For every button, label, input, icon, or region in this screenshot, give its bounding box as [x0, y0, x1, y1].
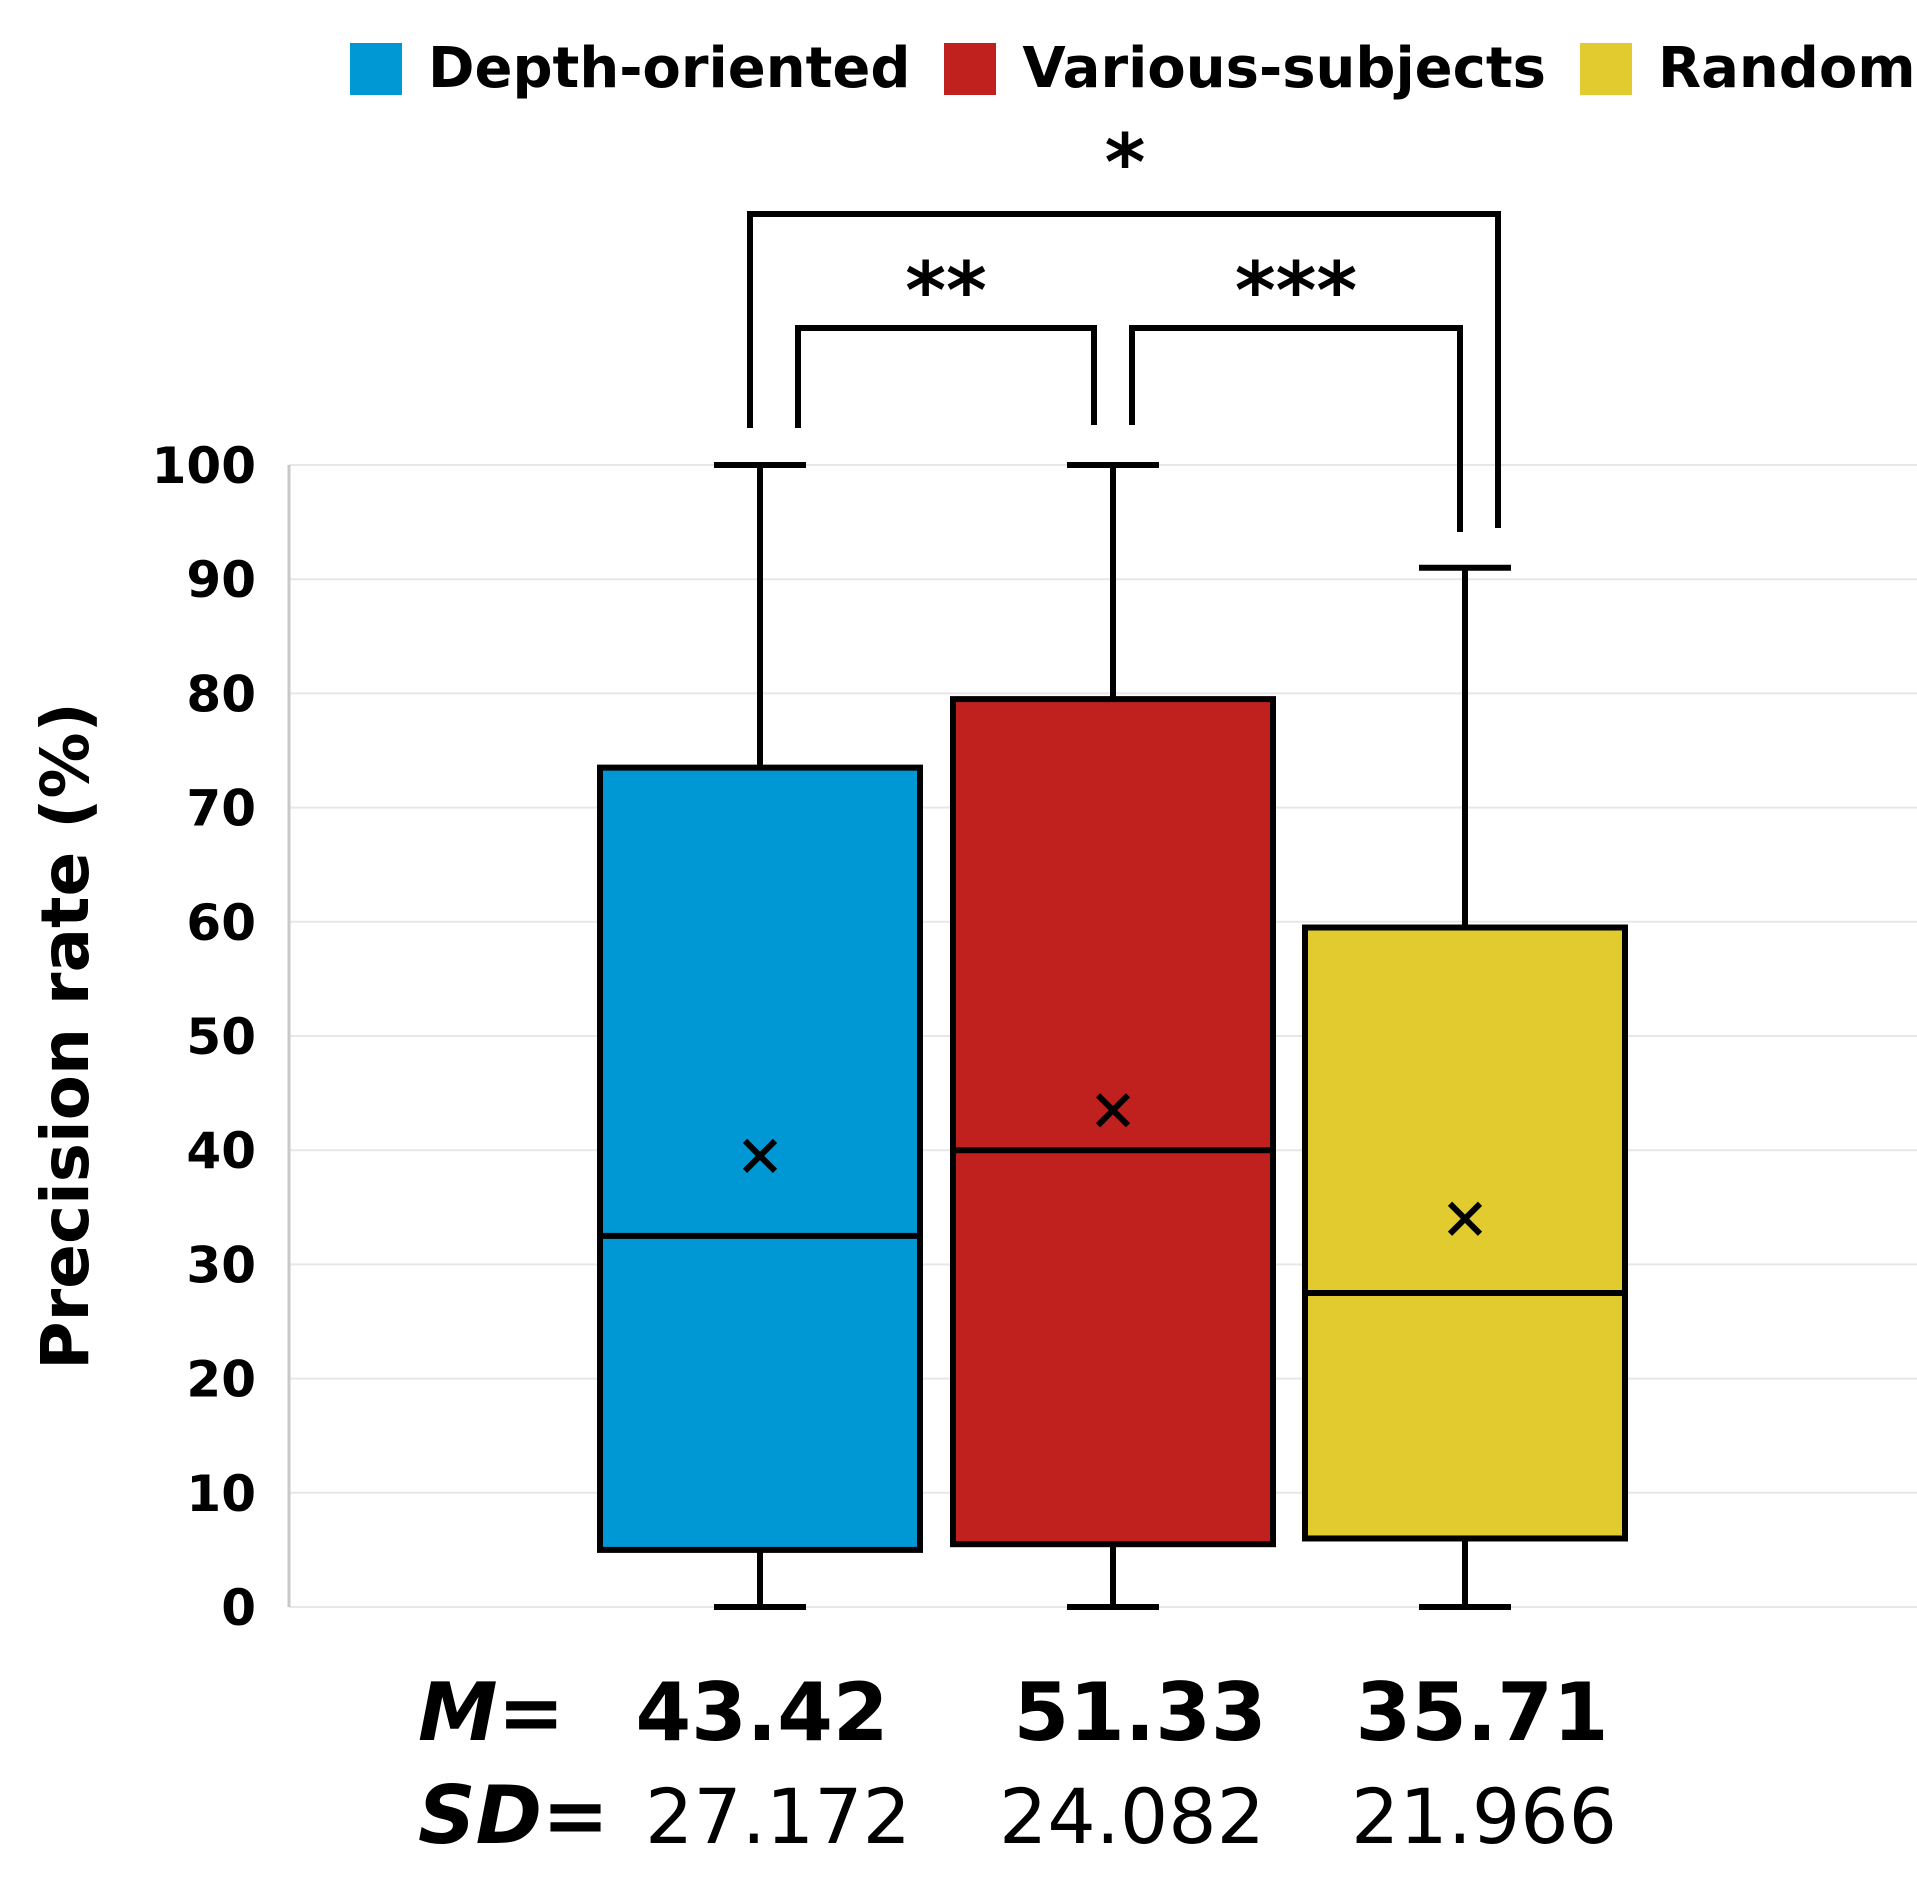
significance-bracket-2-line — [795, 325, 1097, 428]
significance-brackets: *** *** — [747, 119, 1501, 532]
y-axis-label: Precision rate (%) — [27, 702, 104, 1369]
box-body-various-subjects — [950, 696, 1276, 1548]
y-tick-100: 100 — [152, 437, 256, 495]
y-tick-60: 60 — [186, 894, 256, 952]
significance-bracket-1-label: * — [1105, 119, 1146, 209]
significance-bracket-1: * — [747, 119, 1501, 528]
y-tick-30: 30 — [186, 1236, 256, 1294]
legend-item-random: Random — [1579, 36, 1916, 101]
legend-label-various-subjects: Various-subjects — [1022, 36, 1546, 101]
legend-swatch-random — [1579, 42, 1632, 95]
y-tick-0: 0 — [221, 1579, 256, 1637]
box-various-subjects — [950, 462, 1276, 1610]
y-tick-40: 40 — [186, 1122, 256, 1180]
box-body-random — [1302, 924, 1628, 1542]
legend-label-random: Random — [1657, 36, 1916, 101]
mean-marker-various-subjects — [1095, 1093, 1131, 1128]
stats-table: M= SD= 43.42 51.33 35.71 27.172 24.082 2… — [418, 1666, 1617, 1862]
legend-item-various-subjects: Various-subjects — [944, 36, 1546, 101]
mean-marker-random — [1447, 1201, 1483, 1236]
y-tick-50: 50 — [186, 1008, 256, 1066]
y-tick-70: 70 — [186, 780, 256, 838]
box-depth-oriented — [597, 462, 923, 1610]
legend-swatch-various-subjects — [944, 42, 997, 95]
legend-label-depth-oriented: Depth-oriented — [428, 36, 911, 101]
legend: Depth-oriented Various-subjects Random — [350, 36, 1917, 101]
y-tick-90: 90 — [186, 551, 256, 609]
legend-swatch-depth-oriented — [350, 42, 402, 95]
significance-bracket-3-line — [1129, 325, 1463, 532]
sd-value-various-subjects: 24.082 — [999, 1772, 1265, 1861]
sd-value-depth-oriented: 27.172 — [645, 1772, 911, 1861]
significance-bracket-1-line — [747, 211, 1501, 528]
significance-bracket-3: *** — [1129, 247, 1463, 532]
y-tick-labels: 0 10 20 30 40 50 60 70 80 90 100 — [152, 437, 256, 1637]
significance-bracket-2-label: ** — [905, 247, 987, 337]
sd-label: SD= — [418, 1769, 609, 1862]
y-tick-20: 20 — [186, 1351, 256, 1409]
mean-label: M= — [418, 1666, 565, 1759]
legend-item-depth-oriented: Depth-oriented — [350, 36, 910, 101]
mean-value-various-subjects: 51.33 — [1013, 1666, 1266, 1759]
significance-bracket-3-label: *** — [1235, 247, 1357, 337]
y-tick-80: 80 — [186, 665, 256, 723]
sd-value-random: 21.966 — [1351, 1772, 1617, 1861]
box-random — [1302, 564, 1628, 1610]
box-series — [597, 462, 1628, 1610]
significance-bracket-2: ** — [795, 247, 1097, 428]
mean-value-depth-oriented: 43.42 — [635, 1666, 888, 1759]
y-tick-10: 10 — [186, 1465, 256, 1523]
mean-value-random: 35.71 — [1355, 1666, 1608, 1759]
mean-marker-depth-oriented — [742, 1138, 778, 1174]
